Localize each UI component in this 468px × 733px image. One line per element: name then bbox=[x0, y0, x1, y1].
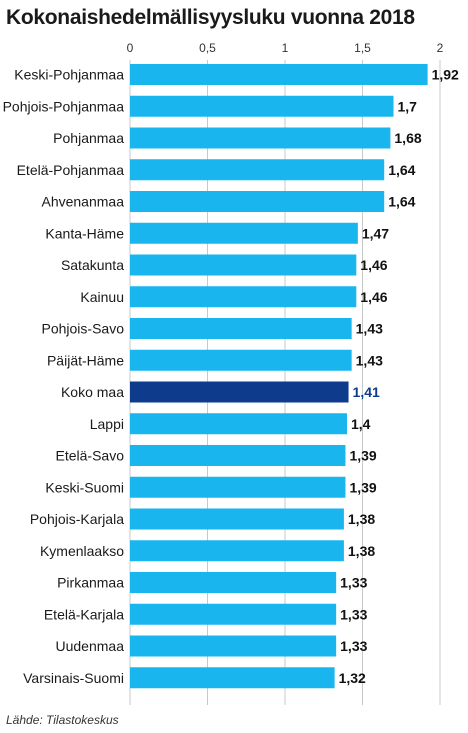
category-label: Pohjois-Savo bbox=[42, 321, 125, 337]
bar bbox=[130, 540, 344, 562]
value-label: 1,39 bbox=[349, 448, 376, 464]
source-note: Lähde: Tilastokeskus bbox=[6, 713, 119, 727]
category-label: Ahvenanmaa bbox=[41, 194, 124, 210]
category-label: Keski-Pohjanmaa bbox=[14, 67, 124, 83]
x-tick-label: 0 bbox=[127, 41, 134, 55]
category-label: Etelä-Pohjanmaa bbox=[17, 162, 125, 178]
bar bbox=[130, 445, 346, 466]
bar bbox=[130, 159, 385, 181]
value-label: 1,43 bbox=[356, 321, 383, 337]
category-label: Kainuu bbox=[80, 289, 124, 305]
category-label: Varsinais-Suomi bbox=[23, 670, 124, 686]
value-label: 1,38 bbox=[348, 511, 375, 527]
x-tick-label: 0,5 bbox=[199, 41, 216, 55]
category-label: Lappi bbox=[90, 416, 124, 432]
bar bbox=[130, 191, 385, 212]
value-label: 1,47 bbox=[362, 225, 389, 241]
value-label: 1,33 bbox=[340, 638, 367, 654]
value-label: 1,64 bbox=[388, 162, 415, 178]
category-label: Keski-Suomi bbox=[45, 479, 124, 495]
x-tick-label: 1,5 bbox=[354, 41, 371, 55]
category-label: Pohjois-Karjala bbox=[30, 511, 124, 527]
bar bbox=[130, 318, 352, 339]
bar bbox=[130, 508, 344, 530]
chart-title: Kokonaishedelmällisyysluku vuonna 2018 bbox=[6, 6, 415, 29]
category-label: Satakunta bbox=[61, 257, 124, 273]
bar bbox=[130, 127, 391, 149]
category-label: Pohjanmaa bbox=[53, 130, 124, 146]
category-label: Etelä-Savo bbox=[56, 448, 125, 464]
bar bbox=[130, 254, 357, 276]
bar bbox=[130, 603, 337, 625]
bar bbox=[130, 667, 335, 689]
value-label: 1,46 bbox=[360, 289, 387, 305]
value-label: 1,92 bbox=[432, 67, 459, 83]
value-label: 1,39 bbox=[349, 479, 376, 495]
bar bbox=[130, 286, 357, 308]
category-label: Pirkanmaa bbox=[57, 575, 124, 591]
value-label: 1,46 bbox=[360, 257, 387, 273]
bar bbox=[130, 95, 394, 117]
bar bbox=[130, 572, 337, 593]
category-label: Pohjois-Pohjanmaa bbox=[3, 98, 125, 114]
bar bbox=[130, 476, 346, 498]
bar bbox=[130, 635, 337, 657]
bar bbox=[130, 413, 347, 435]
value-label: 1,43 bbox=[356, 352, 383, 368]
category-label: Koko maa bbox=[61, 384, 124, 400]
category-label: Etelä-Karjala bbox=[44, 606, 124, 622]
bar bbox=[130, 381, 349, 403]
category-label: Kymenlaakso bbox=[40, 543, 124, 559]
x-tick-label: 1 bbox=[282, 41, 289, 55]
category-label: Päijät-Häme bbox=[47, 352, 124, 368]
category-label: Uudenmaa bbox=[56, 638, 125, 654]
value-label: 1,32 bbox=[339, 670, 366, 686]
value-label: 1,4 bbox=[351, 416, 371, 432]
bar bbox=[130, 349, 352, 371]
value-label: 1,64 bbox=[388, 194, 415, 210]
bar bbox=[130, 64, 428, 85]
value-label: 1,33 bbox=[340, 606, 367, 622]
value-label: 1,33 bbox=[340, 575, 367, 591]
category-label: Kanta-Häme bbox=[45, 225, 124, 241]
value-label: 1,68 bbox=[394, 130, 421, 146]
bar bbox=[130, 222, 358, 244]
value-label: 1,41 bbox=[353, 384, 380, 400]
value-label: 1,38 bbox=[348, 543, 375, 559]
value-label: 1,7 bbox=[398, 98, 418, 114]
x-tick-label: 2 bbox=[437, 41, 444, 55]
